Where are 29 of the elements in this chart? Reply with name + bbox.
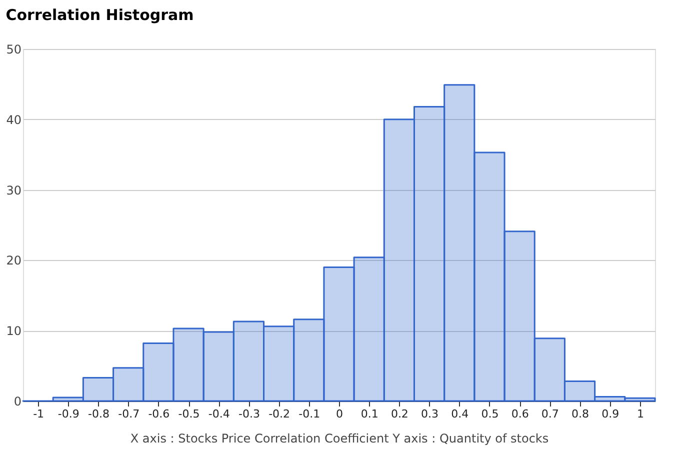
x-tick-label: -0.4 bbox=[208, 408, 230, 420]
y-tick-label: 10 bbox=[6, 324, 22, 338]
x-tick-label: 0.8 bbox=[572, 408, 590, 420]
x-tick-label: 0.7 bbox=[541, 408, 559, 420]
x-tick-label: 1 bbox=[636, 408, 644, 420]
x-tick-label: 0.5 bbox=[481, 408, 499, 420]
y-tick-label: 50 bbox=[6, 42, 22, 56]
x-tick-label: 0.9 bbox=[602, 408, 620, 420]
x-tick-label: 0.1 bbox=[360, 408, 378, 420]
x-axis-title: X axis : Stocks Price Correlation Coefficient Y axis : Quantity of stocks bbox=[130, 432, 549, 446]
y-tick-label: 0 bbox=[14, 394, 22, 408]
x-tick-label: -0.6 bbox=[148, 408, 170, 420]
x-tick-label: 0.2 bbox=[390, 408, 408, 420]
x-tick-label: -0.8 bbox=[88, 408, 110, 420]
x-tick-label: 0 bbox=[336, 408, 343, 420]
y-tick-label: 20 bbox=[6, 254, 22, 268]
x-tick-label: -1 bbox=[33, 408, 44, 420]
x-tick-label: -0.5 bbox=[178, 408, 200, 420]
chart-title: Correlation Histogram bbox=[6, 6, 194, 24]
y-tick-label: 30 bbox=[6, 183, 22, 198]
x-tick-label: -0.7 bbox=[118, 408, 140, 420]
x-tick-label: -0.9 bbox=[58, 408, 80, 420]
y-tick-label: 40 bbox=[6, 112, 22, 127]
x-tick-label: -0.1 bbox=[298, 408, 320, 420]
x-tick-label: 0.6 bbox=[511, 408, 529, 420]
x-tick-label: 0.4 bbox=[451, 408, 469, 420]
x-tick-label: -0.3 bbox=[238, 408, 260, 420]
x-tick-label: -0.2 bbox=[268, 408, 290, 420]
x-tick-label: 0.3 bbox=[421, 408, 439, 420]
